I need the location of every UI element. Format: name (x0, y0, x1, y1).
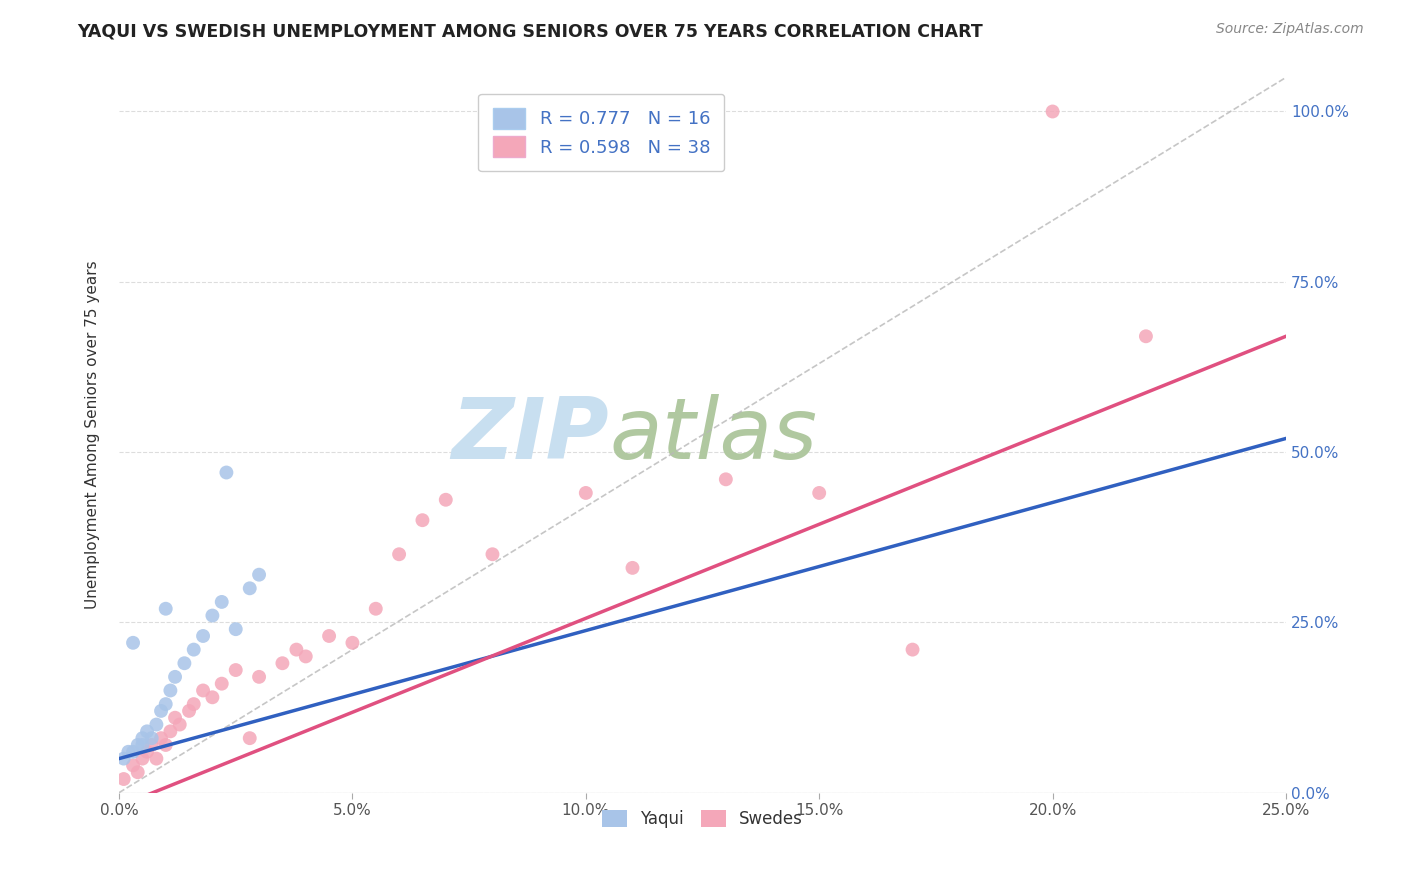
Point (122, 636, 145, 650)
Point (159, 724, 181, 739)
Text: Source: ZipAtlas.com: Source: ZipAtlas.com (1216, 22, 1364, 37)
Point (141, 731, 163, 746)
Point (183, 642, 205, 657)
Point (191, 683, 214, 698)
Point (225, 622, 247, 636)
Point (364, 601, 387, 615)
Point (247, 670, 270, 684)
Point (294, 649, 316, 664)
Point (215, 466, 238, 480)
Point (411, 513, 433, 527)
Point (155, 738, 177, 752)
Point (211, 676, 233, 690)
Point (155, 697, 177, 711)
Legend: Yaqui, Swedes: Yaqui, Swedes (595, 803, 810, 834)
Point (122, 758, 145, 772)
Point (388, 547, 411, 561)
Point (239, 582, 262, 596)
Point (131, 751, 153, 765)
Point (1135, 329, 1157, 343)
Point (481, 547, 503, 561)
Point (342, 636, 364, 650)
Point (141, 738, 163, 752)
Point (136, 745, 159, 759)
Point (145, 751, 167, 765)
Point (159, 683, 181, 698)
Point (122, 745, 145, 759)
Point (165, 711, 187, 725)
Point (318, 629, 340, 643)
Point (165, 670, 187, 684)
Point (808, 486, 831, 500)
Point (271, 657, 294, 671)
Point (112, 772, 135, 786)
Point (136, 724, 159, 739)
Point (127, 738, 149, 752)
Point (285, 642, 308, 657)
Point (225, 663, 247, 677)
Point (173, 657, 195, 671)
Point (434, 492, 457, 507)
Text: atlas: atlas (609, 393, 817, 476)
Point (131, 738, 153, 752)
Point (131, 731, 153, 746)
Point (211, 595, 233, 609)
Point (155, 601, 177, 615)
Point (1042, 104, 1064, 119)
Point (150, 731, 173, 746)
Point (527, 104, 550, 119)
Point (112, 751, 135, 765)
Point (239, 731, 262, 746)
Point (145, 717, 167, 731)
Point (150, 704, 173, 718)
Point (117, 745, 139, 759)
Point (575, 486, 598, 500)
Point (169, 717, 191, 731)
Point (247, 567, 270, 582)
Point (901, 642, 924, 657)
Point (481, 104, 503, 119)
Y-axis label: Unemployment Among Seniors over 75 years: Unemployment Among Seniors over 75 years (86, 260, 100, 609)
Text: YAQUI VS SWEDISH UNEMPLOYMENT AMONG SENIORS OVER 75 YEARS CORRELATION CHART: YAQUI VS SWEDISH UNEMPLOYMENT AMONG SENI… (77, 22, 983, 40)
Point (177, 704, 200, 718)
Point (621, 561, 644, 575)
Point (127, 765, 149, 780)
Point (201, 690, 224, 705)
Point (201, 608, 224, 623)
Point (191, 629, 214, 643)
Point (714, 472, 737, 486)
Point (183, 697, 205, 711)
Text: ZIP: ZIP (451, 393, 609, 476)
